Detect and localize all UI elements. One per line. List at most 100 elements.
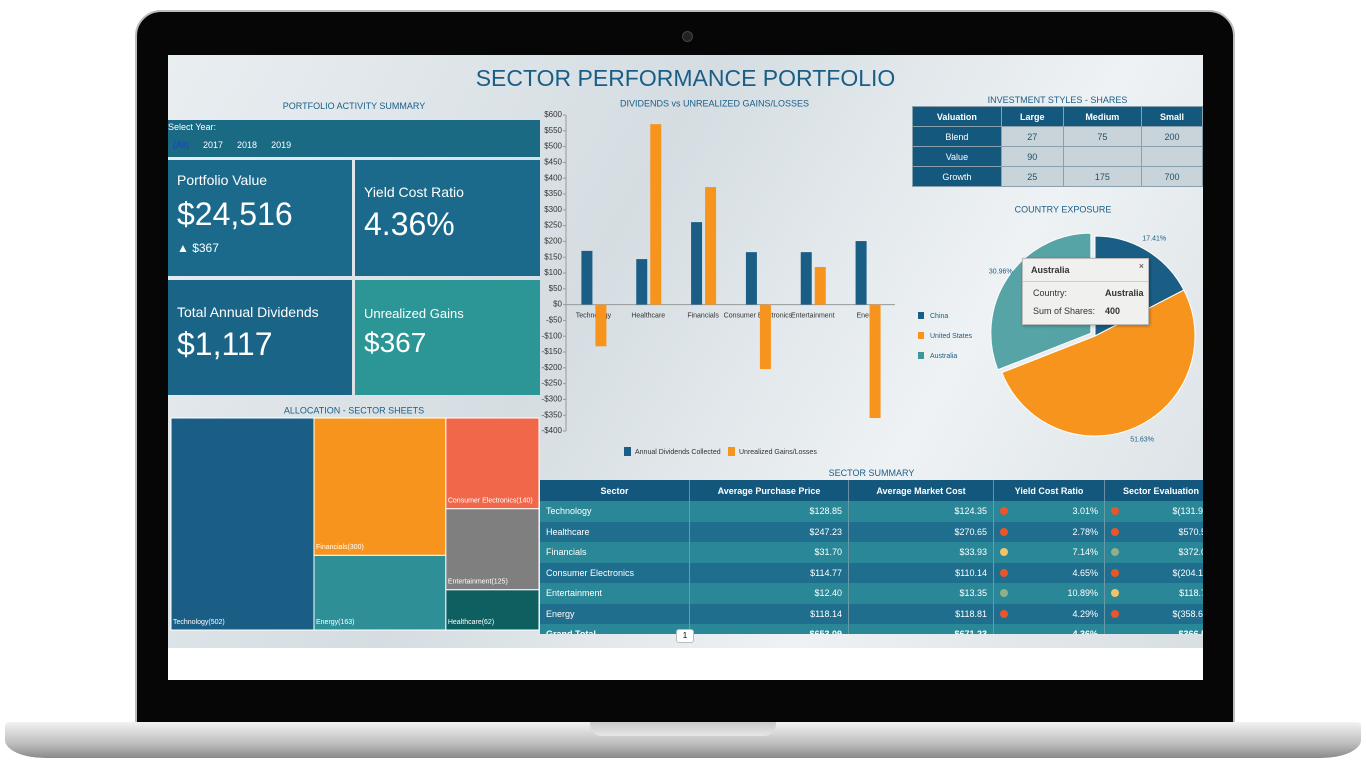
y-tick-label: $200 [544, 237, 562, 246]
styles-table: Valuation Large Medium Small Blend 27 75 200 Val… [912, 106, 1203, 187]
table-cell: $(358.66) [1104, 603, 1203, 624]
table-cell: $118.81 [848, 603, 994, 624]
legend-label: United States [930, 333, 973, 340]
table-cell: 4.29% [993, 603, 1105, 624]
table-row: Grand Total $653.09 $671.23 4.36% $366.59 [540, 624, 1203, 634]
legend-label: Annual Dividends Collected [635, 449, 721, 456]
column-header: Small [1141, 106, 1203, 127]
cell-text: $570.51 [1178, 526, 1203, 537]
cell-text: $(358.66) [1172, 608, 1203, 619]
sector-table: Sector Average Purchase Price Average Mark… [540, 480, 1203, 634]
cell-text: $372.00 [1178, 547, 1203, 558]
table-cell: Financials [540, 542, 690, 563]
y-tick-label: $150 [544, 252, 562, 261]
table-cell: $570.51 [1104, 521, 1203, 542]
legend-swatch [624, 447, 631, 456]
status-dot [1000, 568, 1008, 577]
year-option[interactable]: 2017 [203, 140, 224, 150]
treemap-label: Technology(502) [173, 619, 225, 626]
cell-text: Entertainment [546, 588, 603, 599]
sector-table-wrap: Sector Average Purchase Price Average Mark… [540, 480, 1203, 634]
table-row: Consumer Electronics $114.77 $110.14 4.65% $… [540, 562, 1203, 583]
y-tick-label: $300 [544, 205, 562, 214]
y-tick-label: $450 [544, 158, 562, 167]
y-tick-label: -$250 [542, 379, 563, 388]
y-tick-label: $500 [544, 142, 562, 151]
cell-text: $270.65 [954, 526, 987, 537]
bar [745, 252, 757, 305]
treemap-cell [170, 417, 315, 631]
page-number[interactable]: 1 [676, 629, 694, 643]
cell-text: $12.40 [814, 588, 842, 599]
cell-text: $653.09 [809, 629, 842, 634]
kpi-value: $1,117 [177, 326, 273, 362]
legend-swatch [918, 312, 924, 319]
cell-text: $118.14 [810, 608, 842, 619]
column-header: Average Market Cost [848, 480, 994, 501]
pie-label: 30.96% [989, 269, 1013, 276]
camera [682, 31, 693, 42]
header-row: Valuation Large Medium Small [912, 106, 1203, 127]
table-row: Healthcare $247.23 $270.65 2.78% $570.51 [540, 521, 1203, 542]
status-dot [1000, 548, 1008, 557]
table-cell: $671.23 [848, 624, 994, 634]
column-header: Large [1000, 106, 1064, 127]
y-tick-label: -$100 [542, 331, 563, 340]
close-icon[interactable]: × [1138, 261, 1144, 271]
x-tick-label: Financials [687, 312, 719, 319]
status-dot [1000, 589, 1008, 598]
status-dot [1111, 527, 1119, 536]
pie-label: 51.63% [1130, 437, 1154, 444]
table-cell: Consumer Electronics [540, 562, 690, 583]
kpi-tile: Unrealized Gains $367 [355, 280, 540, 395]
y-tick-label: -$350 [542, 410, 563, 419]
legend-label: China [930, 313, 948, 320]
treemap-label: Energy(163) [316, 619, 355, 626]
legend-swatch [918, 352, 924, 359]
cell-text: 10.89% [1067, 588, 1098, 599]
kpi-label: Total Annual Dividends [177, 304, 319, 320]
cell-text: $118.81 [955, 608, 987, 619]
year-option[interactable]: 2019 [271, 140, 292, 150]
column-header: Yield Cost Ratio [993, 480, 1105, 501]
year-option[interactable]: (All) [173, 140, 189, 150]
cell-text: $671.23 [954, 629, 987, 634]
bar [800, 252, 812, 305]
table-cell: $(204.10) [1104, 562, 1203, 583]
column-header: Medium [1062, 106, 1143, 127]
table-cell: $247.23 [689, 521, 849, 542]
year-selector: Select Year: (All) 2017 2018 2019 [168, 120, 540, 157]
table-row: Technology $128.85 $124.35 3.01% $(131.91) [540, 501, 1203, 522]
bar [691, 222, 703, 305]
table-cell [1062, 146, 1143, 167]
cell-text: $247.23 [809, 526, 842, 537]
chart-title: ALLOCATION - SECTOR SHEETS [284, 405, 424, 415]
table-cell: 10.89% [993, 583, 1105, 604]
table-cell: 25 [1000, 166, 1064, 187]
year-option[interactable]: 2018 [237, 140, 258, 150]
table-cell: $114.77 [689, 562, 849, 583]
table-cell: 27 [1000, 126, 1064, 147]
cell-text: $31.70 [814, 547, 842, 558]
kpi-tile: Yield Cost Ratio 4.36% [355, 160, 540, 276]
cell-text: $128.85 [809, 506, 842, 517]
status-dot [1000, 507, 1008, 516]
treemap-label: Healthcare(62) [448, 619, 494, 626]
tooltip-value: 400 [1105, 306, 1121, 316]
table-cell: Energy [540, 603, 690, 624]
screen: SECTOR PERFORMANCE PORTFOLIO PORTFOLIO A… [168, 55, 1203, 680]
table-row: Value 90 [912, 146, 1203, 167]
treemap-cell [313, 417, 447, 556]
header-row: Sector Average Purchase Price Average Mark… [540, 480, 1203, 501]
table-cell: 3.01% [993, 501, 1105, 522]
table-cell: $12.40 [689, 583, 849, 604]
treemap-cell [445, 417, 540, 510]
table-cell: $33.93 [848, 542, 994, 563]
table-cell: $128.85 [689, 501, 849, 522]
dashboard-title: SECTOR PERFORMANCE PORTFOLIO [475, 65, 896, 91]
status-dot [1111, 507, 1119, 516]
y-tick-label: $600 [544, 110, 562, 119]
table-row: Entertainment $12.40 $13.35 10.89% $118.75 [540, 583, 1203, 604]
cell-text: 2.78% [1072, 526, 1098, 537]
y-tick-label: $400 [544, 173, 562, 182]
